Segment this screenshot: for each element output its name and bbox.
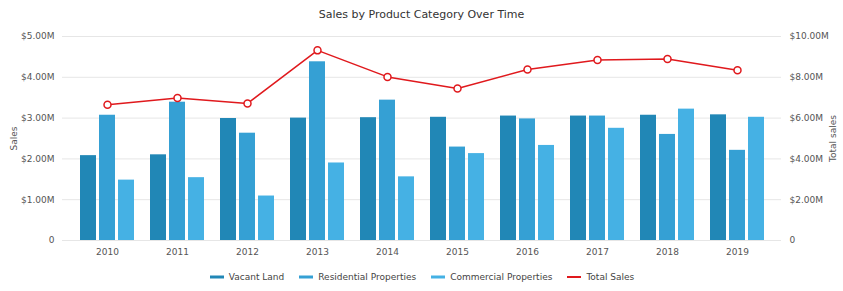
svg-text:$3.00M: $3.00M (21, 113, 55, 123)
svg-text:0: 0 (790, 235, 796, 245)
svg-text:2017: 2017 (586, 247, 609, 257)
svg-text:$2.00M: $2.00M (790, 195, 824, 205)
html-text:Residential Properties: Residential Properties (318, 272, 417, 282)
svg-text:0: 0 (49, 235, 55, 245)
svg-text:$10.00M: $10.00M (790, 31, 829, 41)
html-text:Sales by Product Category Over: Sales by Product Category Over Time (318, 8, 525, 21)
svg-text:2014: 2014 (376, 247, 399, 257)
html-text:Vacant Land: Vacant Land (228, 272, 285, 282)
svg-text:$4.00M: $4.00M (790, 154, 824, 164)
svg-text:2010: 2010 (96, 247, 119, 257)
svg-text:2012: 2012 (236, 247, 259, 257)
html-text:Total Sales: Total Sales (586, 272, 635, 282)
svg-text:$1.00M: $1.00M (21, 195, 55, 205)
svg-text:Sales: Sales (9, 126, 19, 150)
svg-text:$2.00M: $2.00M (21, 154, 55, 164)
svg-text:2013: 2013 (306, 247, 329, 257)
svg-text:Total sales: Total sales (828, 115, 838, 163)
svg-text:$6.00M: $6.00M (790, 113, 824, 123)
html-text:Commercial Properties: Commercial Properties (450, 272, 553, 282)
svg-text:2016: 2016 (516, 247, 539, 257)
svg-text:$5.00M: $5.00M (21, 31, 55, 41)
svg-text:2015: 2015 (446, 247, 469, 257)
svg-text:$8.00M: $8.00M (790, 72, 824, 82)
svg-text:2019: 2019 (726, 247, 749, 257)
svg-text:2011: 2011 (166, 247, 189, 257)
svg-text:$4.00M: $4.00M (21, 72, 55, 82)
svg-text:2018: 2018 (656, 247, 679, 257)
